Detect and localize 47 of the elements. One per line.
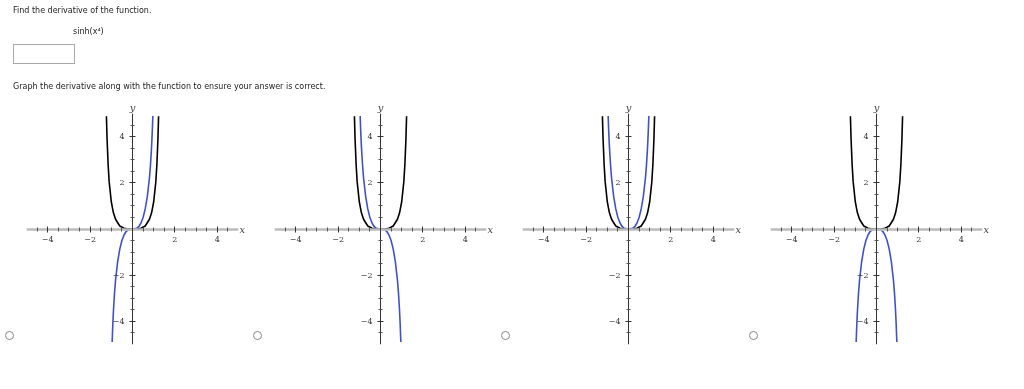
x-tick-label: −4 xyxy=(785,235,798,244)
y-tick-label: 4 xyxy=(615,132,621,142)
x-axis-title: x xyxy=(983,223,990,235)
y-tick-label: −2 xyxy=(608,270,621,280)
y-tick-label: 4 xyxy=(119,132,125,142)
y-tick-label: 2 xyxy=(863,178,869,188)
x-tick-label: 2 xyxy=(668,235,674,244)
x-tick-label: 4 xyxy=(710,235,716,244)
y-tick-label: −4 xyxy=(608,316,621,326)
x-tick-label: 4 xyxy=(214,235,220,244)
x-tick-label: −4 xyxy=(289,235,302,244)
text: sinh(x⁴) xyxy=(73,26,105,38)
x-tick-label: −4 xyxy=(537,235,550,244)
x-tick-label: 4 xyxy=(958,235,964,244)
text: Find the derivative of the function. xyxy=(13,5,153,17)
x-tick-label: 2 xyxy=(916,235,922,244)
line-series xyxy=(601,115,656,230)
x-axis-title: x xyxy=(487,223,494,235)
x-tick-label: −2 xyxy=(580,235,592,244)
y-axis-title: y xyxy=(376,101,384,113)
line-series xyxy=(849,115,904,230)
y-tick-label: 2 xyxy=(367,178,373,188)
x-tick-label: −2 xyxy=(84,235,96,244)
x-axis-title: x xyxy=(735,223,742,235)
x-tick-label: −4 xyxy=(41,235,54,244)
y-tick-label: −4 xyxy=(360,316,373,326)
y-tick-label: 2 xyxy=(119,178,125,188)
line-series xyxy=(855,228,898,343)
line-series xyxy=(353,115,408,230)
x-tick-label: −2 xyxy=(828,235,840,244)
y-axis-title: y xyxy=(624,101,632,113)
x-tick-label: 2 xyxy=(420,235,426,244)
x-axis-title: x xyxy=(239,223,246,235)
x-tick-label: −2 xyxy=(332,235,344,244)
line-series xyxy=(607,115,650,230)
y-axis-title: y xyxy=(128,101,136,113)
y-tick-label: −2 xyxy=(360,270,373,280)
line-series xyxy=(105,115,160,230)
line-series xyxy=(111,115,154,343)
text: Graph the derivative along with the function to ensure your answer is correct. xyxy=(13,80,327,93)
y-tick-label: 4 xyxy=(367,132,373,142)
y-axis-title: y xyxy=(872,101,880,113)
y-tick-label: 2 xyxy=(615,178,621,188)
y-tick-label: 4 xyxy=(863,132,869,142)
line-series xyxy=(359,115,402,343)
x-tick-label: 2 xyxy=(172,235,178,244)
x-tick-label: 4 xyxy=(462,235,468,244)
